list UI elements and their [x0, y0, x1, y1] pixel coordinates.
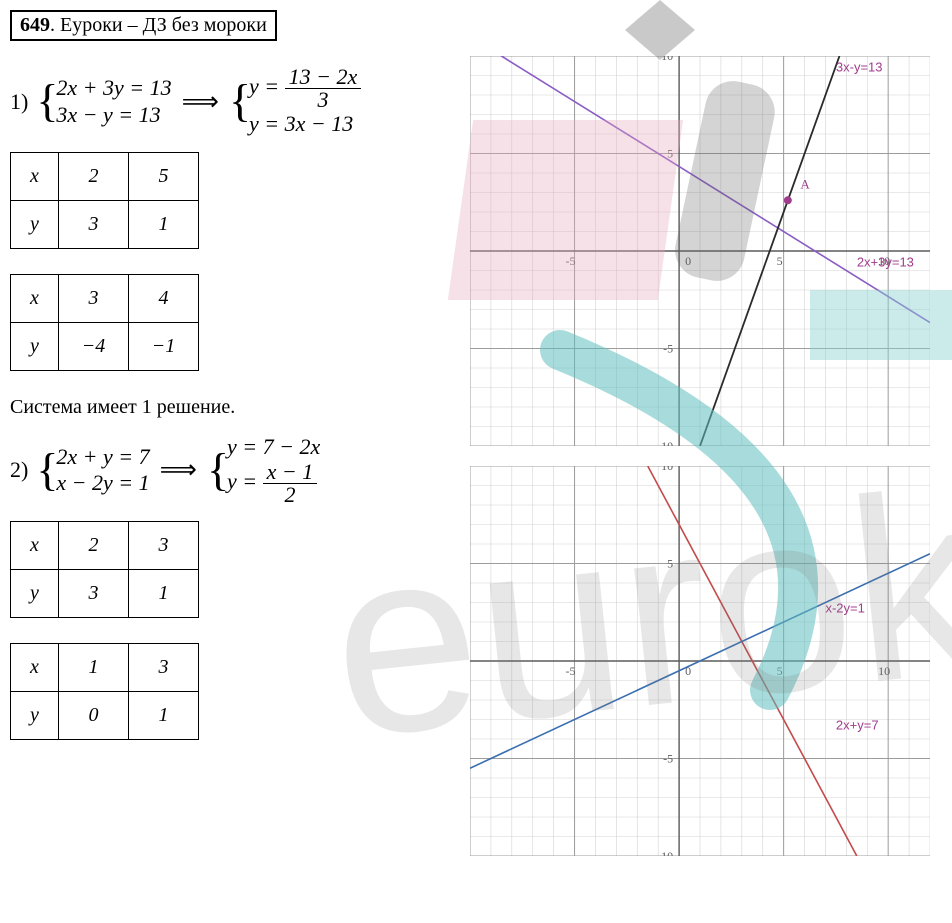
problem-2-equations: 2) { 2x + y = 7 x − 2y = 1 ⟹ { y = 7 − 2… [10, 434, 450, 505]
eq-1a: 2x + 3y = 13 [56, 75, 171, 101]
right-column: 0-50510-10-55102x+3y=133x-y=13A 0-50510-… [470, 56, 930, 876]
header-text: . Еуроки – ДЗ без мороки [50, 14, 267, 36]
svg-text:x-2y=1: x-2y=1 [825, 600, 864, 615]
problem-1-number: 1) [10, 89, 28, 115]
table-cell: y [11, 323, 59, 371]
svg-text:5: 5 [667, 557, 673, 571]
table-cell: x [11, 521, 59, 569]
svg-text:3x-y=13: 3x-y=13 [836, 60, 883, 75]
svg-text:2x+y=7: 2x+y=7 [836, 717, 879, 732]
svg-text:0: 0 [685, 254, 691, 268]
svg-text:2x+3y=13: 2x+3y=13 [857, 255, 914, 270]
problem-2-number: 2) [10, 457, 28, 483]
table-cell: x [11, 153, 59, 201]
solution-text-1: Система имеет 1 решение. [10, 396, 450, 419]
svg-text:5: 5 [777, 664, 783, 678]
table-cell: y [11, 201, 59, 249]
table-cell: 1 [59, 643, 129, 691]
table-cell: 1 [129, 201, 199, 249]
table-cell: −1 [129, 323, 199, 371]
table-cell: 4 [129, 275, 199, 323]
svg-text:-5: -5 [566, 664, 576, 678]
implies-icon: ⟹ [160, 455, 197, 485]
table-cell: y [11, 691, 59, 739]
table-cell: y [11, 569, 59, 617]
table-cell: 3 [59, 569, 129, 617]
svg-text:-5: -5 [566, 254, 576, 268]
eq-2a: 2x + y = 7 [56, 444, 149, 470]
eq-1c: y = 13 − 2x3 [249, 66, 361, 111]
table-cell: x [11, 643, 59, 691]
chart-1: 0-50510-10-55102x+3y=133x-y=13A [470, 56, 930, 446]
svg-text:5: 5 [667, 147, 673, 161]
implies-icon: ⟹ [182, 87, 219, 117]
svg-text:5: 5 [777, 254, 783, 268]
problem-number: 649 [20, 14, 50, 36]
left-column: 1) { 2x + 3y = 13 3x − y = 13 ⟹ { y = 13… [10, 56, 450, 876]
svg-text:-10: -10 [657, 439, 673, 446]
table-1b: x34 y−4−1 [10, 274, 199, 371]
svg-text:A: A [800, 177, 810, 192]
table-1a: x25 y31 [10, 152, 199, 249]
svg-text:10: 10 [878, 664, 890, 678]
table-cell: 2 [59, 521, 129, 569]
table-cell: 2 [59, 153, 129, 201]
svg-text:-5: -5 [663, 752, 673, 766]
svg-text:-5: -5 [663, 342, 673, 356]
eq-2b: x − 2y = 1 [56, 470, 149, 496]
svg-text:-10: -10 [657, 849, 673, 856]
table-cell: 3 [129, 521, 199, 569]
header-box: 649. Еуроки – ДЗ без мороки [10, 10, 277, 41]
eq-1d: y = 3x − 13 [249, 111, 361, 137]
chart-2: 0-50510-10-55102x+y=7x-2y=1 [470, 466, 930, 856]
table-cell: 3 [129, 643, 199, 691]
svg-text:10: 10 [661, 56, 673, 63]
svg-text:10: 10 [661, 466, 673, 473]
main-columns: 1) { 2x + 3y = 13 3x − y = 13 ⟹ { y = 13… [10, 56, 942, 876]
left-brace-icon: { [207, 452, 229, 489]
table-2b: x13y01 [10, 643, 199, 740]
eq-2d: y = x − 12 [227, 461, 320, 506]
table-cell: 1 [129, 691, 199, 739]
table-cell: 0 [59, 691, 129, 739]
eq-1b: 3x − y = 13 [56, 102, 171, 128]
eq-2c: y = 7 − 2x [227, 434, 320, 460]
table-cell: 5 [129, 153, 199, 201]
table-cell: x [11, 275, 59, 323]
problem-1-equations: 1) { 2x + 3y = 13 3x − y = 13 ⟹ { y = 13… [10, 66, 450, 137]
table-cell: 3 [59, 275, 129, 323]
table-2a: x23y31 [10, 521, 199, 618]
table-cell: 3 [59, 201, 129, 249]
left-brace-icon: { [229, 83, 251, 120]
table-cell: 1 [129, 569, 199, 617]
table-cell: −4 [59, 323, 129, 371]
